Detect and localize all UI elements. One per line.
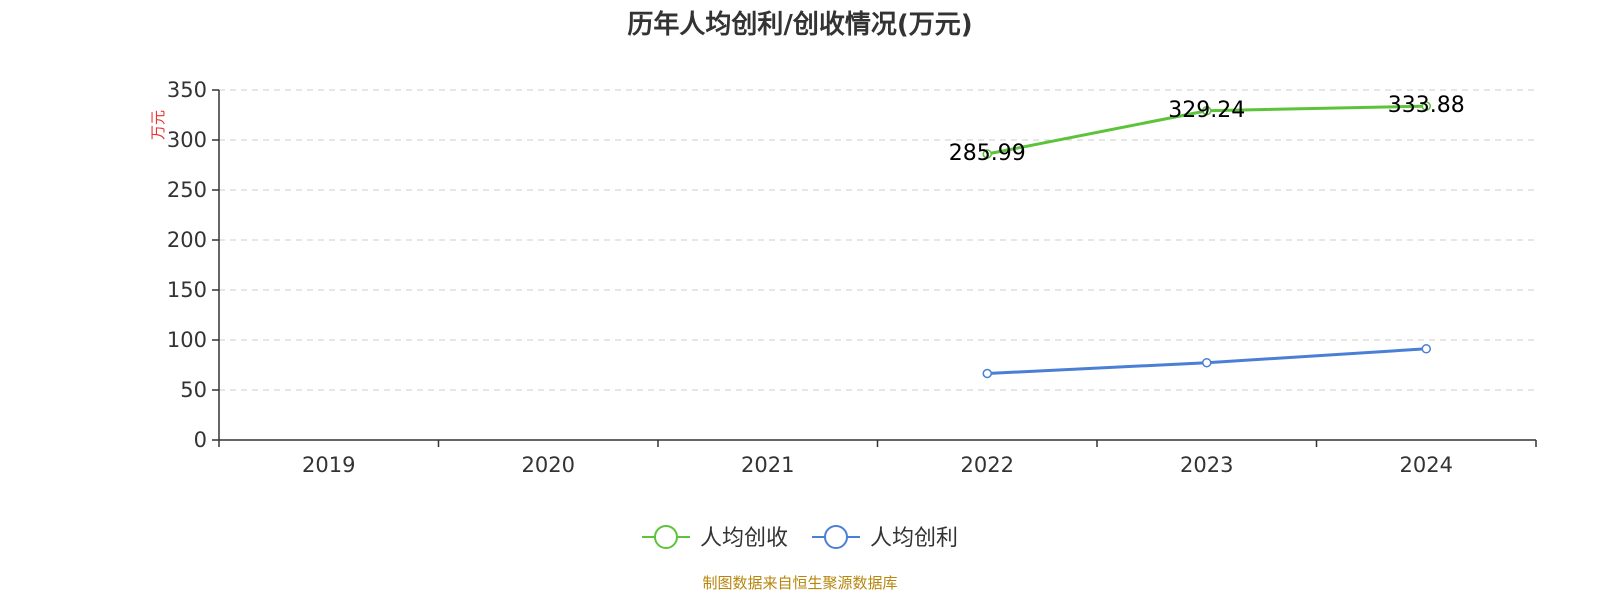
grid-lines	[219, 89, 1536, 391]
data-point	[982, 368, 992, 379]
x-tick-label: 2021	[741, 453, 794, 477]
data-point	[1202, 106, 1212, 116]
legend-label: 人均创收	[700, 526, 788, 551]
chart-title: 历年人均创利/创收情况(万元)	[627, 9, 972, 40]
y-tick-label: 50	[180, 378, 207, 402]
x-tick-label: 2022	[961, 453, 1014, 477]
data-point	[1421, 344, 1431, 354]
x-tick-label: 2023	[1180, 453, 1233, 477]
legend-label: 人均创利	[870, 526, 958, 551]
x-tick-label: 2024	[1400, 453, 1453, 477]
series-layer	[982, 101, 1431, 379]
x-tick-label: 2019	[302, 453, 355, 477]
legend-swatch-marker	[824, 525, 848, 549]
legend-item[interactable]: 人均创利	[812, 525, 958, 551]
y-tick-label: 300	[167, 128, 207, 152]
data-point	[1421, 101, 1431, 111]
y-tick-label: 350	[167, 78, 207, 102]
data-label: 333.88	[1388, 93, 1465, 118]
y-axis-unit-label: 万元	[149, 110, 167, 140]
source-note: 制图数据来自恒生聚源数据库	[702, 574, 897, 592]
legend-swatch-marker	[653, 525, 678, 549]
y-tick-label: 100	[167, 328, 207, 352]
y-tick-label: 150	[167, 278, 207, 302]
x-tick-label: 2020	[522, 453, 575, 477]
data-point	[1202, 357, 1212, 368]
data-label: 329.24	[1168, 98, 1245, 123]
legend[interactable]: 人均创收 人均创利	[641, 525, 958, 551]
y-tick-label: 200	[167, 228, 207, 252]
legend-item[interactable]: 人均创收	[641, 525, 788, 551]
data-label: 285.99	[949, 141, 1026, 166]
data-point	[982, 149, 992, 159]
y-tick-label: 0	[194, 428, 207, 452]
axes: 0 50 100 150 200 250 300 350 2019 2020 2021 2022 202…	[167, 78, 1537, 477]
data-labels: 285.99 329.24 333.88	[949, 93, 1465, 166]
y-tick-label: 250	[167, 178, 207, 202]
